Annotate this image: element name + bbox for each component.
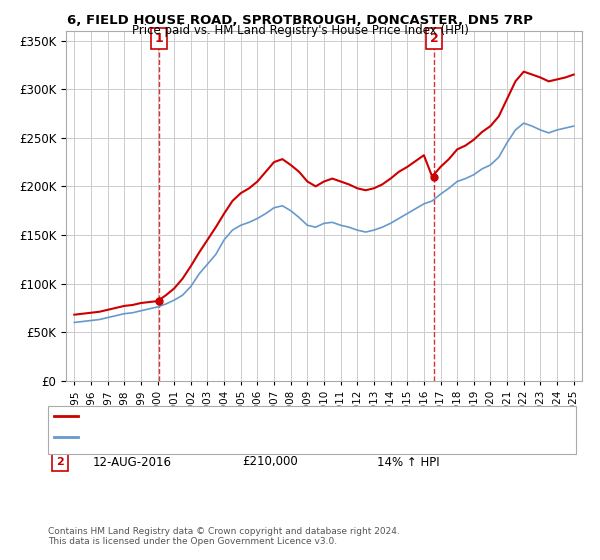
Text: 1: 1 <box>56 426 64 436</box>
Text: 6, FIELD HOUSE ROAD, SPROTBROUGH, DONCASTER, DN5 7RP (detached house): 6, FIELD HOUSE ROAD, SPROTBROUGH, DONCAS… <box>84 411 506 421</box>
Text: 1: 1 <box>154 32 163 45</box>
Text: Price paid vs. HM Land Registry's House Price Index (HPI): Price paid vs. HM Land Registry's House … <box>131 24 469 36</box>
Text: £210,000: £210,000 <box>242 455 298 469</box>
Text: 6, FIELD HOUSE ROAD, SPROTBROUGH, DONCASTER, DN5 7RP: 6, FIELD HOUSE ROAD, SPROTBROUGH, DONCAS… <box>67 14 533 27</box>
Text: 14% ↑ HPI: 14% ↑ HPI <box>377 455 439 469</box>
Text: HPI: Average price, detached house, Doncaster: HPI: Average price, detached house, Donc… <box>84 432 331 442</box>
Text: 26-JAN-2000: 26-JAN-2000 <box>95 424 169 438</box>
Text: 2: 2 <box>430 32 439 45</box>
Text: 20% ↑ HPI: 20% ↑ HPI <box>377 424 439 438</box>
Text: 12-AUG-2016: 12-AUG-2016 <box>92 455 172 469</box>
Text: 2: 2 <box>56 457 64 467</box>
Text: Contains HM Land Registry data © Crown copyright and database right 2024.
This d: Contains HM Land Registry data © Crown c… <box>48 526 400 546</box>
Text: £82,000: £82,000 <box>246 424 294 438</box>
